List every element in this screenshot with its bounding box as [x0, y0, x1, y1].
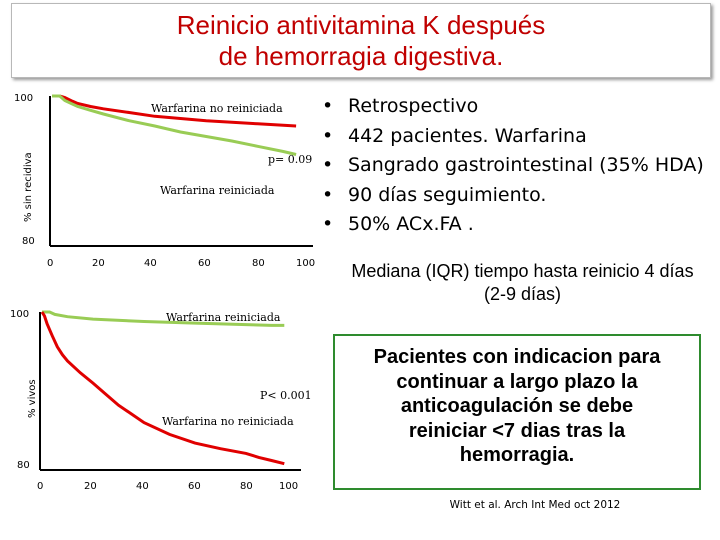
- recommendation-line: reiniciar <7 dias tras la: [408, 419, 626, 442]
- bottom-p-value: P< 0.001: [260, 389, 312, 402]
- bullet-item: 442 pacientes. Warfarina: [322, 122, 717, 152]
- top-xtick-40: 40: [144, 258, 157, 269]
- recommendation-box: Pacientes con indicacion para continuar …: [333, 334, 701, 490]
- study-bullet-list: Retrospectivo 442 pacientes. Warfarina S…: [322, 92, 717, 240]
- bullet-item: Sangrado gastrointestinal (35% HDA): [322, 151, 717, 181]
- bottom-xtick-0: 0: [37, 481, 43, 492]
- top-ytick-80: 80: [22, 236, 35, 247]
- median-restart-text: Mediana (IQR) tiempo hasta reinicio 4 dí…: [351, 261, 694, 304]
- top-ytick-100: 100: [14, 93, 33, 104]
- bullet-item: 50% ACx.FA .: [322, 210, 717, 240]
- bottom-series-green: [42, 310, 285, 327]
- top-xtick-60: 60: [198, 258, 211, 269]
- bottom-ytick-100: 100: [10, 309, 29, 320]
- top-p-value: p= 0.09: [268, 153, 312, 166]
- title-line-2: de hemorragia digestiva.: [218, 41, 504, 71]
- top-series-green: [52, 94, 297, 156]
- recommendation-line: Pacientes con indicacion para: [373, 346, 661, 368]
- top-annotation-red: Warfarina no reiniciada: [151, 102, 283, 115]
- citation: Witt et al. Arch Int Med oct 2012: [449, 499, 621, 511]
- top-ylabel: % sin recidiva: [23, 152, 34, 222]
- title-box: Reinicio antivitamina K después de hemor…: [11, 3, 711, 78]
- title-line-1: Reinicio antivitamina K después: [176, 10, 546, 40]
- recommendation-line: hemorragia.: [459, 444, 575, 466]
- top-xtick-0: 0: [47, 258, 53, 269]
- bullet-item: Retrospectivo: [322, 92, 717, 122]
- bottom-xtick-20: 20: [84, 481, 97, 492]
- top-xtick-80: 80: [252, 258, 265, 269]
- recommendation-line: continuar a largo plazo la: [396, 370, 638, 393]
- bottom-annotation-green: Warfarina reiniciada: [166, 311, 281, 324]
- bottom-ylabel: % vivos: [27, 379, 38, 418]
- bottom-ytick-80: 80: [17, 460, 30, 471]
- recommendation-text: Pacientes con indicacion para continuar …: [335, 345, 699, 468]
- bottom-annotation-red: Warfarina no reiniciada: [162, 415, 294, 428]
- bullet-item: 90 días seguimiento.: [322, 181, 717, 211]
- bottom-xtick-100: 100: [279, 481, 298, 492]
- top-annotation-green: Warfarina reiniciada: [160, 184, 275, 197]
- bottom-series-red: [40, 311, 285, 466]
- bottom-xtick-40: 40: [136, 481, 149, 492]
- slide-title: Reinicio antivitamina K después de hemor…: [12, 10, 710, 72]
- top-xtick-100: 100: [296, 258, 315, 269]
- chart-recurrence: 100 80 % sin recidiva 0 20 40 60 80 100 …: [14, 93, 315, 269]
- recommendation-line: anticoagulación se debe: [400, 395, 634, 417]
- chart-survival: 100 80 % vivos 0 20 40 60 80 100 Warfari…: [10, 309, 312, 492]
- top-series-red: [52, 94, 297, 128]
- bottom-xtick-60: 60: [188, 481, 201, 492]
- bottom-xtick-80: 80: [240, 481, 253, 492]
- top-xtick-20: 20: [92, 258, 105, 269]
